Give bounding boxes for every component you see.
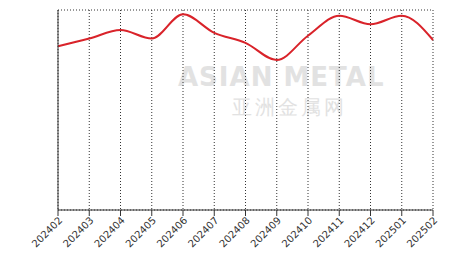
svg-text:202501: 202501 [373,215,408,250]
html-text:ASIAN METAL: ASIAN METAL [178,62,385,92]
svg-text:202406: 202406 [155,215,190,250]
svg-text:202403: 202403 [61,215,96,250]
svg-text:202407: 202407 [186,215,221,250]
svg-text:202402: 202402 [30,215,65,250]
html-text:亚洲金属网: 亚洲金属网 [232,95,347,119]
svg-text:202502: 202502 [405,215,440,250]
svg-text:202404: 202404 [92,215,127,250]
svg-text:202408: 202408 [217,215,252,250]
svg-text:202409: 202409 [248,215,283,250]
svg-text:202410: 202410 [280,215,315,250]
svg-text:202405: 202405 [123,215,158,250]
svg-text:202412: 202412 [342,215,377,250]
svg-text:202411: 202411 [311,215,346,250]
